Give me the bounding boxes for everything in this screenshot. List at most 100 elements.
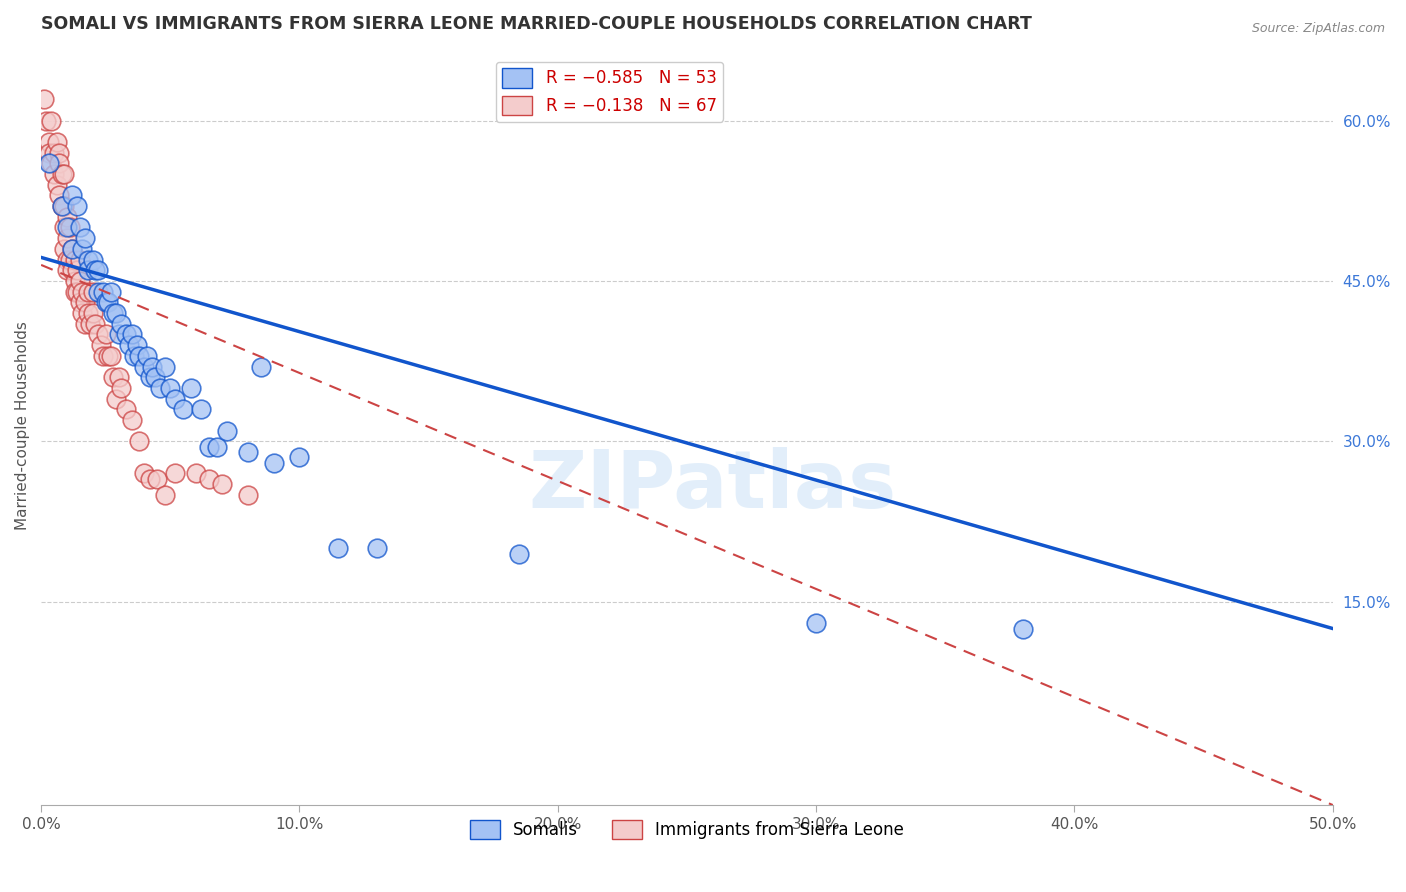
Point [72, 242, 94, 256]
Point [63, 285, 86, 299]
Point [172, 402, 194, 417]
Point [56, 263, 79, 277]
Point [236, 488, 259, 502]
Point [53, 220, 76, 235]
Point [217, 424, 239, 438]
Point [82, 306, 104, 320]
Point [249, 359, 271, 374]
Point [100, 349, 122, 363]
Point [38, 135, 60, 149]
Text: SOMALI VS IMMIGRANTS FROM SIERRA LEONE MARRIED-COUPLE HOUSEHOLDS CORRELATION CHA: SOMALI VS IMMIGRANTS FROM SIERRA LEONE M… [41, 15, 1032, 33]
Point [138, 472, 160, 486]
Point [60, 263, 83, 277]
Point [198, 440, 221, 454]
Point [69, 295, 91, 310]
Point [1011, 622, 1033, 636]
Point [149, 381, 172, 395]
Point [76, 306, 98, 320]
Point [121, 327, 143, 342]
Point [79, 317, 101, 331]
Point [165, 392, 187, 406]
Point [58, 220, 80, 235]
Point [107, 327, 129, 342]
Point [60, 242, 83, 256]
Point [103, 370, 125, 384]
Point [87, 285, 110, 299]
Point [84, 263, 107, 277]
Point [122, 349, 145, 363]
Point [508, 547, 530, 561]
Point [180, 381, 202, 395]
Point [125, 338, 148, 352]
Point [153, 359, 176, 374]
Point [41, 113, 63, 128]
Point [76, 252, 98, 267]
Point [105, 392, 128, 406]
Point [66, 263, 89, 277]
Point [165, 467, 187, 481]
Point [48, 188, 70, 202]
Point [103, 306, 125, 320]
Point [205, 440, 228, 454]
Point [60, 242, 83, 256]
Point [60, 188, 83, 202]
Point [184, 467, 207, 481]
Point [45, 178, 67, 192]
Point [121, 413, 143, 427]
Point [51, 199, 73, 213]
Point [198, 472, 221, 486]
Point [134, 359, 156, 374]
Point [48, 156, 70, 170]
Point [66, 199, 89, 213]
Point [87, 263, 110, 277]
Point [118, 338, 141, 352]
Point [366, 541, 388, 556]
Point [110, 381, 132, 395]
Point [56, 231, 79, 245]
Text: Source: ZipAtlas.com: Source: ZipAtlas.com [1251, 22, 1385, 36]
Point [51, 199, 73, 213]
Point [190, 402, 212, 417]
Point [53, 199, 76, 213]
Point [38, 156, 60, 170]
Point [82, 252, 104, 267]
Point [115, 402, 138, 417]
Point [138, 370, 160, 384]
Point [56, 210, 79, 224]
Point [72, 306, 94, 320]
Point [45, 135, 67, 149]
Point [72, 285, 94, 299]
Point [146, 472, 169, 486]
Point [136, 349, 159, 363]
Point [42, 145, 65, 160]
Point [73, 317, 96, 331]
Point [100, 285, 122, 299]
Point [66, 285, 89, 299]
Point [263, 456, 285, 470]
Point [84, 317, 107, 331]
Point [105, 306, 128, 320]
Point [328, 541, 350, 556]
Point [141, 359, 163, 374]
Point [97, 295, 120, 310]
Point [35, 113, 58, 128]
Point [63, 252, 86, 267]
Point [48, 145, 70, 160]
Point [73, 231, 96, 245]
Point [82, 285, 104, 299]
Point [63, 274, 86, 288]
Point [58, 252, 80, 267]
Point [56, 220, 79, 235]
Point [76, 285, 98, 299]
Point [94, 327, 117, 342]
Point [128, 349, 150, 363]
Legend: Somalis, Immigrants from Sierra Leone: Somalis, Immigrants from Sierra Leone [464, 814, 911, 846]
Point [211, 477, 233, 491]
Point [143, 370, 166, 384]
Point [153, 488, 176, 502]
Point [115, 327, 138, 342]
Point [89, 338, 111, 352]
Point [97, 349, 120, 363]
Point [73, 295, 96, 310]
Point [51, 167, 73, 181]
